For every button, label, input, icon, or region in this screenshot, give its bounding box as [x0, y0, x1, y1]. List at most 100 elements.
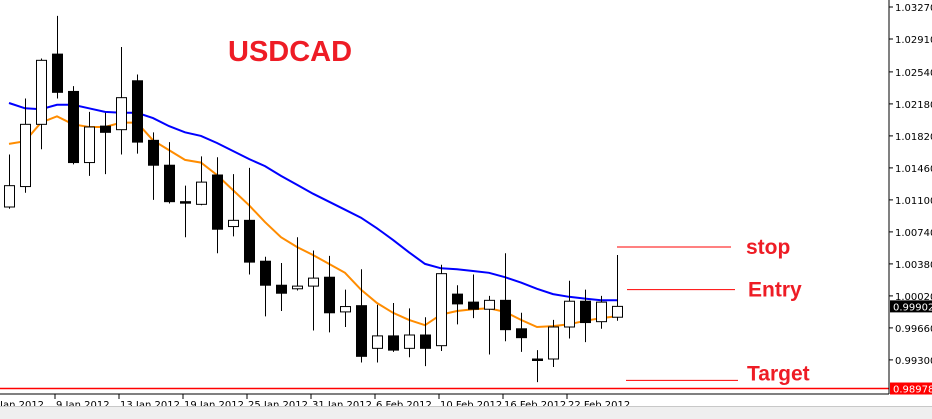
scrollbar-strip[interactable] [0, 406, 932, 419]
candle [308, 250, 319, 331]
bear-candle-body [500, 299, 511, 331]
bull-candle-body [196, 181, 207, 205]
candle [468, 274, 479, 319]
candle [484, 295, 495, 355]
bear-candle-body [52, 53, 63, 93]
date-tick-label: Jan 2012 [0, 400, 44, 406]
candle [340, 289, 351, 328]
date-tick-label: 19 Jan 2012 [184, 400, 244, 406]
date-tick-label: 25 Jan 2012 [248, 400, 308, 406]
date-tick-label: 22 Feb 2012 [568, 400, 630, 406]
candle [420, 317, 431, 367]
candle [244, 167, 255, 275]
date-tick-label: 6 Feb 2012 [376, 400, 432, 406]
time-axis[interactable]: Jan 2012 9 Jan 2012 13 Jan 2012 19 Jan 2012… [0, 394, 630, 406]
bull-candle-body [292, 285, 303, 290]
candle [260, 256, 271, 317]
bull-candle-body [548, 326, 559, 360]
bull-candle-body [228, 219, 239, 228]
date-tick-label: 31 Jan 2012 [312, 400, 372, 406]
candle [52, 15, 63, 99]
bear-candle-body [516, 328, 527, 339]
date-tick-label: 9 Jan 2012 [56, 400, 110, 406]
annotation-label-target: Target [747, 362, 810, 385]
bull-candle-body [20, 123, 31, 188]
price-tick-label: 1.02540 [895, 68, 932, 79]
candle [4, 154, 15, 209]
bear-candle-body [468, 301, 479, 310]
candle [580, 289, 591, 343]
bear-candle-body [132, 80, 143, 143]
bull-candle-body [308, 277, 319, 287]
annotation-label-stop: stop [746, 236, 790, 259]
bear-candle-body [212, 174, 223, 230]
bear-candle-body [180, 201, 191, 204]
bear-candle-body [356, 305, 367, 357]
candle [20, 98, 31, 193]
bear-candle-body [276, 284, 287, 294]
candle [164, 142, 175, 204]
candle [548, 319, 559, 368]
candle [196, 156, 207, 206]
bull-candle-body [116, 97, 127, 131]
price-axis[interactable]: 1.03270 1.02910 1.02540 1.02180 1.01820 1.014… [889, 3, 932, 396]
candle [500, 253, 511, 342]
current-price-label-bg [890, 300, 932, 313]
date-tick-label: 13 Jan 2012 [120, 400, 180, 406]
price-tick-label: 1.03270 [895, 3, 932, 14]
date-tick-label: 16 Feb 2012 [504, 400, 566, 406]
candle [564, 280, 575, 339]
candles [4, 15, 623, 383]
bear-candle-body [580, 300, 591, 324]
bull-candle-body [4, 185, 15, 208]
trade-annotations: stop Entry Target [0, 236, 889, 390]
bear-candle-body [532, 358, 543, 362]
candle [356, 269, 367, 363]
price-tick-label: 1.01820 [895, 132, 932, 143]
candle [452, 285, 463, 325]
bear-candle-body [420, 334, 431, 349]
bear-candle-body [100, 125, 111, 133]
candle [100, 112, 111, 175]
bear-candle-body [388, 335, 399, 351]
bear-candle-body [68, 90, 79, 164]
bull-candle-body [404, 334, 415, 349]
candle [436, 264, 447, 352]
candle [228, 174, 239, 237]
bull-candle-body [596, 301, 607, 323]
price-tick-label: 1.00740 [895, 228, 932, 239]
candle [404, 308, 415, 358]
price-tick-label: 1.02180 [895, 100, 932, 111]
candle [292, 237, 303, 291]
chart-title: USDCAD [228, 36, 352, 68]
candle [180, 185, 191, 238]
candle [84, 111, 95, 176]
alert-price-label-bg [890, 382, 932, 395]
price-tick-label: 1.01100 [895, 196, 932, 207]
bear-candle-body [260, 260, 271, 286]
price-tick-label: 1.02910 [895, 35, 932, 46]
candle [388, 303, 399, 352]
candle [148, 132, 159, 200]
bear-candle-body [324, 276, 335, 314]
bull-candle-body [36, 59, 47, 125]
bull-candle-body [372, 335, 383, 349]
candle [612, 255, 623, 321]
bull-candle-body [84, 126, 95, 164]
current-price-label: 0.99902 [893, 302, 932, 313]
bull-candle-body [340, 306, 351, 313]
date-tick-label: 10 Feb 2012 [440, 400, 502, 406]
bull-candle-body [564, 300, 575, 328]
bear-candle-body [164, 164, 175, 203]
candle [68, 86, 79, 165]
price-tick-label: 1.01460 [895, 164, 932, 175]
candle [276, 263, 287, 312]
bear-candle-body [452, 293, 463, 305]
candle [324, 255, 335, 333]
alert-price-label: 0.98978 [893, 385, 932, 396]
candle [532, 350, 543, 383]
price-tick-label: 1.00380 [895, 260, 932, 271]
